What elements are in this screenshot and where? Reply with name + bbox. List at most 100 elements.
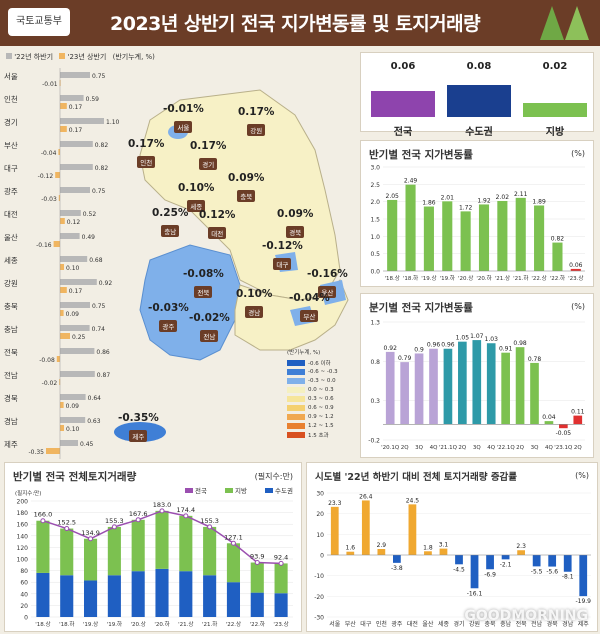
x-tick-label: 4Q (430, 445, 438, 451)
map-region-value: -0.03% (148, 302, 189, 314)
bar-value-label: 3.1 (439, 542, 449, 549)
bar (530, 362, 539, 425)
map-region-label: -0.16% 울산 (307, 268, 348, 299)
x-tick-label: '19.하 (107, 620, 122, 628)
bar-local (131, 519, 145, 572)
bar (486, 555, 494, 570)
y-tick-label: 10 (316, 532, 324, 539)
y-tick-label: -0.2 (368, 438, 380, 445)
bar (346, 551, 355, 555)
volume-chart-title: 반기별 전국 전체토지거래량 (13, 471, 137, 483)
map-region-name: 충북 (237, 190, 256, 202)
x-tick-label: '19.상 (421, 274, 436, 282)
summary-bar (523, 103, 587, 117)
bar (424, 551, 432, 555)
bar-prev-label: 0.59 (86, 96, 100, 103)
bar (458, 341, 467, 425)
bar-local (179, 515, 193, 572)
bar (385, 351, 395, 425)
map-region-name: 제주 (129, 430, 148, 442)
bar-value-label: -19.9 (575, 598, 591, 605)
bar-curr (55, 172, 60, 178)
bar-value-label: 0.78 (528, 356, 542, 363)
bar-curr (60, 103, 67, 109)
bar (548, 555, 557, 567)
line-value-label: 174.4 (177, 506, 196, 514)
bar-capital (36, 572, 50, 617)
map-legend-label: 1.5 초과 (308, 432, 329, 439)
bar-prev (60, 302, 90, 308)
bar-curr (46, 448, 60, 454)
bar (443, 348, 453, 425)
legend-unit: (반기누계, %) (112, 53, 155, 61)
line-value-label: 155.3 (200, 517, 219, 525)
bar-value-label: 0.96 (441, 342, 455, 349)
x-tick-label: 4Q (545, 445, 553, 451)
bar-prev-label: 0.68 (89, 257, 103, 264)
map-legend-label: -0.6 ~ -0.3 (308, 368, 338, 375)
summary-value: 0.02 (542, 61, 568, 72)
map-region-value: 0.09% (228, 172, 265, 184)
x-tick-label: 강원 (469, 620, 480, 628)
y-tick-label: 100 (17, 557, 29, 564)
half-chart-title: 반기별 전국 지가변동률 (369, 149, 473, 161)
line-value-label: 93.9 (250, 553, 264, 561)
bar-curr-label: -0.02 (42, 380, 58, 387)
bar (414, 353, 424, 425)
map-legend-swatch (287, 368, 305, 375)
x-tick-label: '18.상 (385, 274, 400, 282)
bar-curr-label: 0.10 (66, 265, 80, 272)
bar-capital (60, 575, 74, 617)
x-tick-label: 충남 (500, 620, 512, 628)
bar-prev (60, 118, 104, 124)
map-region-name: 부산 (300, 310, 319, 322)
map-region-name: 울산 (318, 286, 337, 298)
map-region-label: 0.17% 인천 (128, 138, 164, 169)
region-name: 인천 (4, 94, 18, 104)
y-tick-label: 180 (17, 510, 29, 517)
bar-prev (60, 440, 78, 446)
map-region-value: -0.08% (183, 268, 224, 280)
x-tick-label: 부산 (345, 620, 357, 628)
region-name: 광주 (4, 186, 18, 196)
bar (455, 555, 463, 565)
bar-curr (60, 126, 67, 132)
bar-curr (59, 379, 61, 385)
summary-value: 0.08 (466, 61, 492, 72)
line-point (111, 524, 117, 530)
y-tick-label: 0.8 (370, 359, 380, 366)
x-tick-label: 2Q (516, 445, 524, 451)
bar-value-label: -5.5 (531, 568, 543, 575)
bar-value-label: 2.9 (377, 542, 387, 549)
x-tick-label: '19.상 (83, 620, 98, 628)
summary-item: 0.06 전국 (371, 61, 435, 138)
line-point (135, 517, 141, 523)
y-tick-label: -10 (314, 573, 324, 580)
bar-prev-label: 0.74 (92, 326, 106, 333)
region-name: 강원 (4, 278, 18, 288)
line-point (254, 560, 260, 566)
map-region-label: -0.08% 전북 (183, 268, 224, 299)
line-point (278, 560, 284, 566)
bar-curr-label: -0.12 (38, 173, 54, 180)
bar-value-label: 26.4 (359, 493, 373, 500)
map-region-label: 0.10% 경남 (236, 288, 272, 319)
bar-value-label: 1.8 (423, 544, 433, 551)
summary-label: 수도권 (465, 127, 493, 138)
bar-prev-label: 0.82 (95, 142, 109, 149)
map-legend-label: 0.3 ~ 0.6 (308, 395, 334, 402)
legend-curr: '23년 상반기 (67, 53, 107, 61)
bar (478, 204, 490, 271)
bar-curr-label: 0.09 (66, 403, 80, 410)
x-tick-label: 경기 (453, 620, 464, 628)
bar (442, 201, 453, 271)
summary-item: 0.08 수도권 (447, 61, 511, 138)
line-point (183, 513, 189, 519)
bar (361, 500, 370, 555)
bar-local (60, 528, 74, 576)
bar (501, 352, 510, 425)
y-tick-label: 120 (17, 545, 29, 552)
x-tick-label: 4Q (487, 445, 495, 451)
y-tick-label: 200 (17, 499, 29, 506)
